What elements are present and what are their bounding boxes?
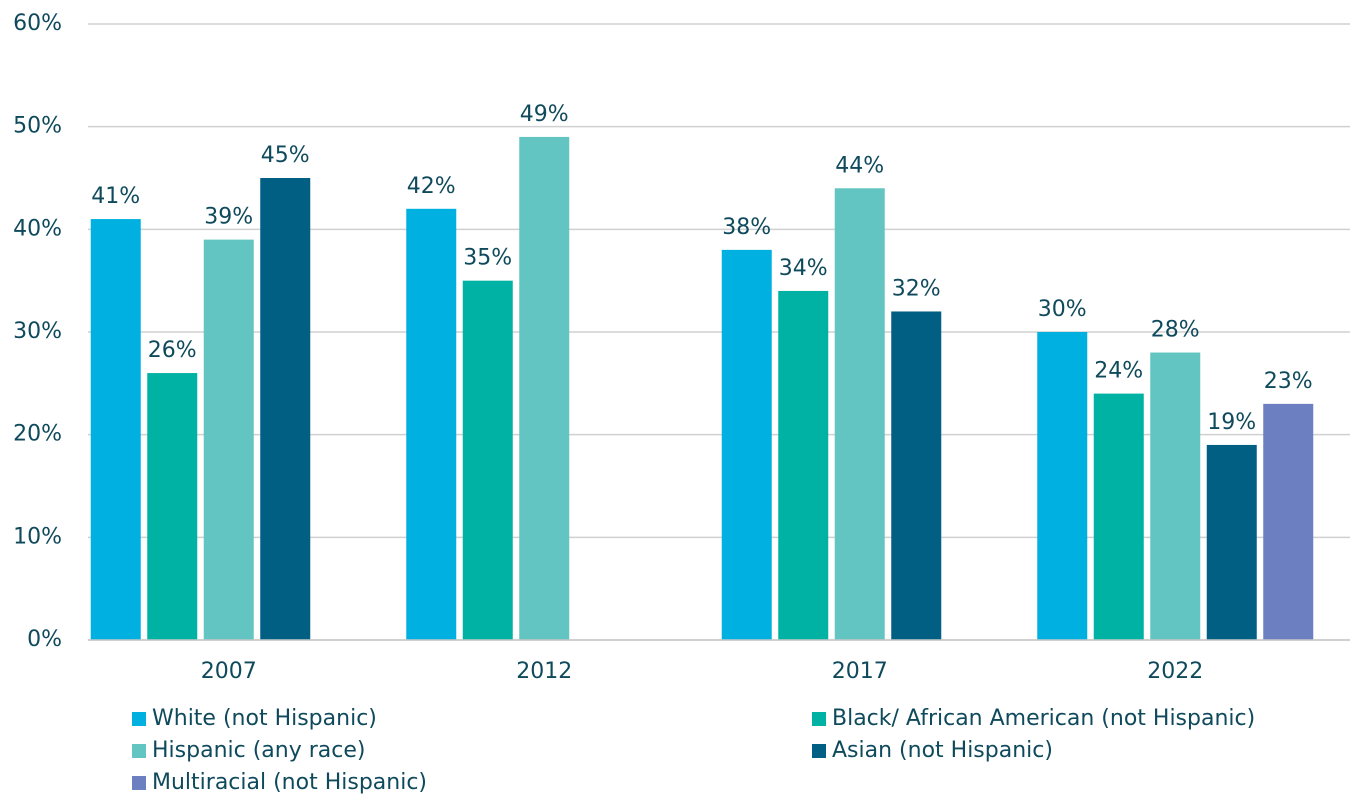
- bar: [1093, 393, 1144, 640]
- legend-swatch: [132, 744, 146, 758]
- y-tick-label: 50%: [13, 114, 62, 139]
- y-tick-label: 20%: [13, 422, 62, 447]
- data-label: 44%: [835, 153, 884, 178]
- legend-label: Multiracial (not Hispanic): [152, 770, 427, 795]
- data-label: 26%: [148, 338, 197, 363]
- legend-label: White (not Hispanic): [152, 706, 377, 731]
- bar: [462, 280, 513, 640]
- x-tick-label: 2012: [516, 659, 572, 684]
- bar: [147, 373, 198, 640]
- legend-swatch: [812, 712, 826, 726]
- bar: [721, 249, 772, 640]
- x-tick-label: 2022: [1147, 659, 1203, 684]
- legend-label: Black/ African American (not Hispanic): [832, 706, 1255, 731]
- data-label: 41%: [91, 184, 140, 209]
- data-label: 24%: [1094, 359, 1143, 384]
- data-label: 23%: [1264, 369, 1313, 394]
- data-label: 19%: [1207, 410, 1256, 435]
- bar: [1150, 352, 1201, 640]
- legend-swatch: [132, 776, 146, 790]
- legend-swatch: [812, 744, 826, 758]
- y-tick-label: 10%: [13, 524, 62, 549]
- bar: [90, 219, 141, 641]
- data-label: 35%: [463, 246, 512, 271]
- y-tick-label: 30%: [13, 319, 62, 344]
- x-tick-label: 2007: [201, 659, 257, 684]
- y-tick-label: 60%: [13, 11, 62, 36]
- data-label: 30%: [1038, 297, 1087, 322]
- bar: [1263, 403, 1314, 640]
- bar: [260, 178, 311, 640]
- data-label: 45%: [261, 143, 310, 168]
- data-label: 32%: [892, 276, 941, 301]
- legend-label: Hispanic (any race): [152, 738, 365, 763]
- legend-label: Asian (not Hispanic): [832, 738, 1053, 763]
- data-label: 38%: [722, 215, 771, 240]
- y-tick-label: 0%: [27, 627, 62, 652]
- bar: [519, 136, 570, 640]
- bar: [891, 311, 942, 640]
- data-label: 39%: [204, 205, 253, 230]
- data-label: 34%: [779, 256, 828, 281]
- data-label: 42%: [407, 174, 456, 199]
- bar: [1037, 332, 1088, 640]
- y-tick-label: 40%: [13, 216, 62, 241]
- x-tick-label: 2017: [832, 659, 888, 684]
- bar: [1206, 444, 1257, 640]
- data-label: 49%: [520, 102, 569, 127]
- data-label: 28%: [1151, 318, 1200, 343]
- bar: [778, 290, 829, 640]
- bar: [834, 188, 885, 640]
- bar: [406, 208, 457, 641]
- legend-swatch: [132, 712, 146, 726]
- bar: [203, 239, 254, 640]
